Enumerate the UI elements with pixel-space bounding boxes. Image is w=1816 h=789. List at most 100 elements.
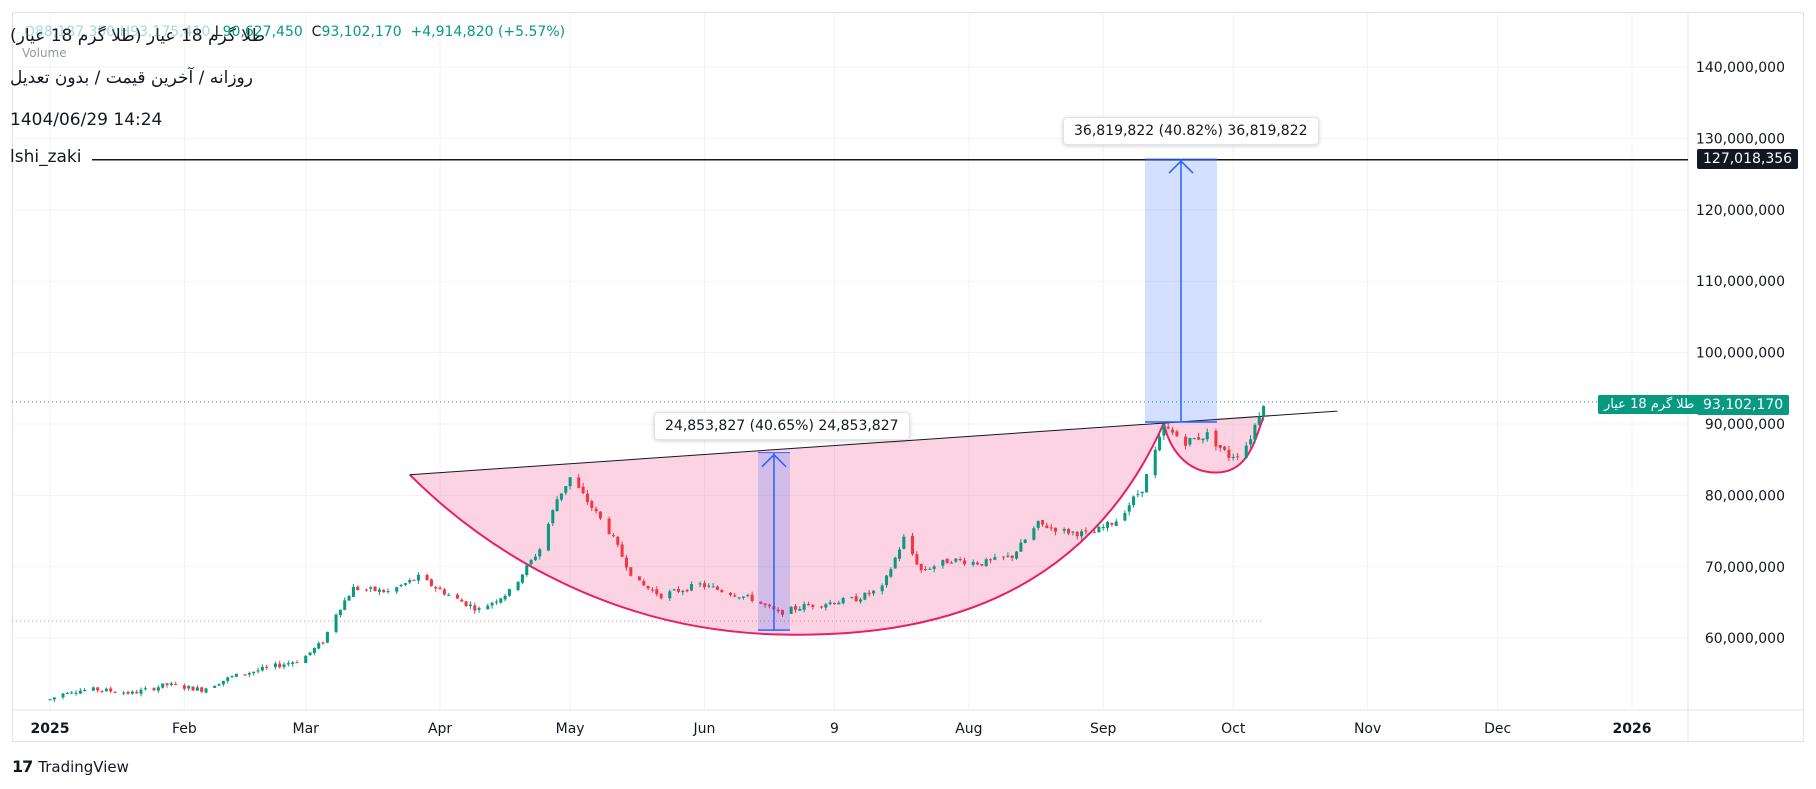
candle-body bbox=[1036, 520, 1040, 528]
candle-body bbox=[1223, 446, 1227, 450]
candle-body bbox=[152, 688, 156, 691]
candle-body bbox=[989, 559, 993, 561]
candle-body bbox=[91, 687, 95, 691]
candle-body bbox=[1136, 494, 1140, 496]
candle-body bbox=[646, 586, 650, 589]
candle-body bbox=[1145, 474, 1149, 493]
brand-name: TradingView bbox=[38, 757, 129, 776]
candle-body bbox=[156, 687, 160, 691]
datetime: 1404/06/29 14:24 bbox=[10, 110, 163, 130]
measure-label-upper[interactable]: 36,819,822 (40.82%) 36,819,822 bbox=[1063, 117, 1319, 145]
candle-body bbox=[1023, 539, 1027, 543]
candle-body bbox=[126, 691, 130, 694]
candle-body bbox=[295, 662, 299, 664]
x-tick-label: Aug bbox=[955, 721, 982, 737]
hline-price-tag: 127,018,356 bbox=[1697, 149, 1799, 169]
candle-body bbox=[889, 569, 893, 577]
candle-body bbox=[832, 602, 837, 605]
candle-body bbox=[737, 597, 741, 599]
candle-body bbox=[403, 583, 407, 585]
candle-body bbox=[455, 594, 459, 599]
y-tick-label: 110,000,000 bbox=[1696, 274, 1785, 290]
candle-body bbox=[169, 683, 173, 685]
candle-body bbox=[1015, 551, 1019, 559]
candle-body bbox=[767, 604, 772, 607]
candle-body bbox=[551, 510, 555, 524]
candle-body bbox=[733, 595, 737, 597]
candle-body bbox=[598, 511, 602, 519]
candle-body bbox=[919, 563, 923, 571]
x-tick-label: Jun bbox=[693, 721, 716, 737]
candle-body bbox=[1166, 426, 1170, 429]
candle-body bbox=[954, 558, 958, 562]
candle-body bbox=[1140, 491, 1144, 494]
candle-body bbox=[585, 493, 589, 503]
candle-body bbox=[78, 690, 82, 694]
candle-body bbox=[494, 601, 498, 603]
measure-lower-arrow-head-icon bbox=[761, 453, 787, 468]
candle-body bbox=[871, 590, 876, 594]
candle-body bbox=[109, 688, 113, 692]
candle-body bbox=[1197, 437, 1201, 440]
candle-body bbox=[1075, 531, 1079, 537]
candle-body bbox=[1236, 456, 1240, 458]
candle-body bbox=[685, 589, 689, 592]
candle-body bbox=[338, 609, 342, 616]
candle-body bbox=[1084, 530, 1088, 532]
candle-body bbox=[187, 685, 191, 689]
candle-body bbox=[425, 574, 429, 581]
candle-body bbox=[104, 688, 108, 692]
candle-body bbox=[564, 486, 568, 493]
y-tick-label: 80,000,000 bbox=[1705, 488, 1785, 504]
candle-body bbox=[655, 589, 659, 595]
candle-body bbox=[273, 663, 277, 668]
candle-body bbox=[161, 683, 165, 688]
candle-body bbox=[893, 557, 897, 569]
tradingview-brand[interactable]: 17 TradingView bbox=[12, 757, 129, 776]
candles bbox=[48, 405, 1266, 702]
candle-body bbox=[594, 508, 598, 512]
candle-body bbox=[1127, 505, 1131, 512]
candle-body bbox=[356, 586, 360, 591]
candle-body bbox=[182, 685, 186, 689]
candle-body bbox=[252, 671, 256, 674]
candle-body bbox=[347, 596, 351, 601]
candle-body bbox=[850, 597, 854, 599]
symbol-title: طلا گرم 18 عیار (طلا گرم 18 عیار) bbox=[10, 26, 266, 46]
candle-body bbox=[793, 606, 798, 610]
candle-body bbox=[1132, 496, 1136, 506]
candle-body bbox=[1214, 430, 1218, 447]
candle-body bbox=[984, 559, 988, 567]
candle-body bbox=[247, 673, 251, 675]
candle-body bbox=[499, 598, 503, 603]
candle-body bbox=[750, 594, 754, 602]
candle-body bbox=[100, 690, 104, 692]
candle-body bbox=[728, 592, 732, 595]
x-tick-label: Mar bbox=[293, 721, 320, 737]
measure-label-lower[interactable]: 24,853,827 (40.65%) 24,853,827 bbox=[654, 412, 910, 440]
low-value: 90,627,450 bbox=[222, 24, 303, 40]
chart-frame[interactable] bbox=[12, 12, 1804, 742]
candle-body bbox=[963, 560, 967, 565]
candle-body bbox=[416, 574, 420, 581]
x-tick-label: Apr bbox=[428, 721, 452, 737]
candle-body bbox=[230, 676, 234, 678]
candle-body bbox=[486, 605, 490, 610]
candle-body bbox=[1080, 531, 1084, 537]
x-tick-label: 9 bbox=[830, 721, 839, 737]
candle-body bbox=[1188, 438, 1192, 445]
drawings bbox=[12, 158, 1688, 636]
candle-body bbox=[130, 691, 134, 694]
candle-body bbox=[824, 604, 828, 608]
candle-body bbox=[70, 692, 74, 694]
candle-body bbox=[629, 567, 633, 576]
candle-body bbox=[577, 477, 581, 488]
measure-upper-arrow-head-icon bbox=[1168, 160, 1194, 174]
candle-body bbox=[867, 592, 871, 595]
candle-body bbox=[1158, 436, 1162, 451]
candle-body bbox=[135, 691, 139, 694]
candle-body bbox=[1071, 531, 1075, 533]
candle-body bbox=[1106, 521, 1110, 528]
x-tick-label: Feb bbox=[172, 721, 197, 737]
